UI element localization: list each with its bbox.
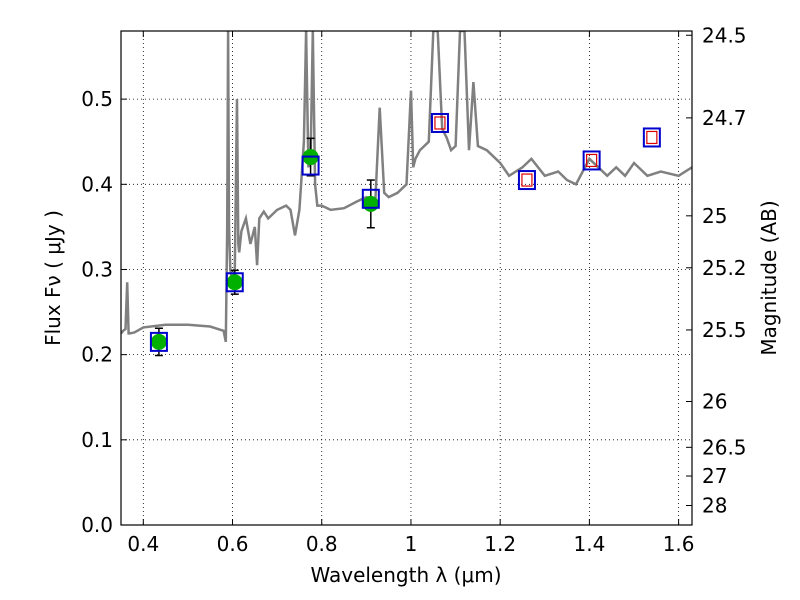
- model-box: [582, 150, 601, 171]
- y2-tick-label: 25.2: [702, 256, 747, 280]
- y-tick-label: 0.3: [81, 257, 113, 281]
- y2-axis-ticks: 24.5 24.7 25 25.2 25.5 26 26.5 27 28: [686, 23, 747, 517]
- plot-frame: [120, 30, 693, 526]
- predicted-flux-boxes: [434, 116, 658, 187]
- y-tick-label: 0.5: [81, 87, 113, 111]
- predicted-box: [434, 116, 446, 130]
- x-tick-label: 1: [405, 532, 418, 556]
- x-axis-label: Wavelength λ (μm): [310, 563, 501, 587]
- model-flux-boxes: [149, 112, 661, 352]
- model-box: [642, 127, 661, 148]
- model-box: [149, 331, 168, 352]
- y2-tick-label: 25: [702, 204, 727, 228]
- sed-model-line: [121, 31, 692, 343]
- y-tick-label: 0.2: [81, 343, 113, 367]
- predicted-box: [521, 173, 533, 187]
- x-tick-label: 0.6: [217, 532, 249, 556]
- y-tick-label: 0.4: [81, 172, 113, 196]
- x-tick-label: 0.8: [306, 532, 338, 556]
- observed-point: [226, 274, 243, 291]
- y2-tick-label: 25.5: [702, 318, 747, 342]
- model-box: [361, 188, 380, 209]
- observed-point: [150, 333, 167, 350]
- y2-tick-label: 24.7: [702, 106, 747, 130]
- model-box: [517, 170, 536, 191]
- x-tick-label: 1.2: [484, 532, 516, 556]
- model-box: [225, 272, 244, 293]
- y2-tick-label: 26: [702, 390, 727, 414]
- plot-area: [121, 31, 692, 357]
- model-box: [430, 112, 449, 133]
- predicted-box: [586, 153, 598, 168]
- x-axis-ticks: 0.4 0.6 0.8 1 1.2 1.4 1.6: [127, 31, 695, 556]
- y2-tick-label: 27: [702, 464, 727, 488]
- y-axis-label: Flux Fν ( μJy ): [41, 210, 65, 346]
- x-tick-label: 1.6: [663, 532, 695, 556]
- x-tick-label: 1.4: [573, 532, 605, 556]
- y-tick-label: 0.0: [81, 513, 113, 537]
- observed-point: [362, 195, 379, 212]
- y2-axis-label: Magnitude (AB): [757, 200, 781, 355]
- y2-tick-label: 26.5: [702, 435, 747, 459]
- plot-background: [121, 31, 692, 525]
- x-tick-label: 0.4: [127, 532, 159, 556]
- model-box: [301, 155, 320, 176]
- predicted-box: [646, 130, 658, 145]
- y-axis-ticks: 0.0 0.1 0.2 0.3 0.4 0.5: [81, 87, 127, 537]
- y-tick-label: 0.1: [81, 428, 113, 452]
- y2-tick-label: 28: [702, 493, 727, 517]
- y2-tick-label: 24.5: [702, 23, 747, 47]
